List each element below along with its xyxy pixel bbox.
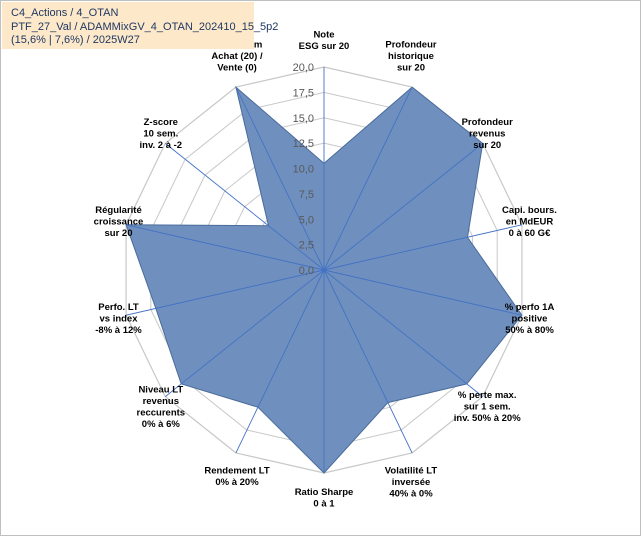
axis-spoke [323, 269, 523, 316]
axis-label-group: % perte max.sur 1 sem.inv. 50% à 20% [454, 390, 521, 424]
axis-spoke [235, 269, 325, 454]
axis-label: Ratio Sharpe [295, 487, 354, 498]
axis-label: % perte max. [458, 390, 517, 401]
tick-labels: 0,0 2,5 5,0 7,5 10,0 12,5 15,0 17,5 20,0 [293, 62, 314, 277]
axis-label: inv. 50% à 20% [454, 413, 521, 424]
portfolio-info-box: C4_Actions / 4_OTAN PTF_27_Val / ADAMMix… [2, 2, 279, 49]
axis-label-group: Rendement LT0% à 20% [204, 465, 269, 488]
axis-label: Rendement LT [204, 465, 269, 476]
axis-label: % perfo 1A [505, 302, 555, 313]
axis-label: sur 20 [397, 63, 425, 74]
axis-spoke [125, 224, 325, 271]
axis-spoke [125, 269, 325, 316]
axis-label: Profondeur [462, 117, 513, 128]
axis-label: Vente (0) [217, 63, 257, 74]
tick-label: 12,5 [293, 138, 314, 150]
axis-spoke [323, 86, 413, 271]
axis-label: 0% à 6% [142, 419, 181, 430]
axis-label: revenus [143, 396, 179, 407]
info-line-2: PTF_27_Val / ADAMMixGV_4_OTAN_202410_15_… [11, 20, 279, 33]
tick-label: 7,5 [299, 189, 314, 201]
axis-label: 0 à 1 [313, 499, 335, 510]
axis-label: vs index [99, 314, 138, 325]
axis-label: positive [512, 314, 548, 325]
axis-label: 0% à 20% [215, 477, 259, 488]
tick-label: 0,0 [299, 265, 314, 277]
axis-label: Niveau LT [138, 384, 183, 395]
axis-spoke [323, 269, 483, 397]
axis-label: en MdEUR [506, 216, 554, 227]
tick-label: 2,5 [299, 240, 314, 252]
axis-label: revenus [469, 129, 505, 140]
axis-spoke [165, 143, 325, 271]
axis-label: 10 sem. [143, 129, 178, 140]
axis-label: Achat (20) / [211, 51, 263, 62]
tick-label: 15,0 [293, 113, 314, 125]
axis-label: Régularité [95, 205, 141, 216]
axis-label: 40% à 0% [389, 488, 433, 499]
axis-label: Volatilité LT [385, 465, 438, 476]
axis-label: 0 à 60 G€ [509, 228, 551, 239]
axis-spoke [323, 269, 413, 454]
axis-label: Note [313, 30, 334, 41]
info-line-3: (15,6% | 7,6%) / 2025W27 [11, 34, 140, 46]
axis-label: sur 20 [473, 140, 501, 151]
axis-label: reccurents [137, 407, 186, 418]
tick-label: 20,0 [293, 62, 314, 74]
axis-label: sur 20 [105, 228, 133, 239]
tick-label: 10,0 [293, 164, 314, 176]
axis-spoke [323, 224, 523, 271]
info-line-1: C4_Actions / 4_OTAN [11, 7, 119, 19]
axis-label: historique [388, 51, 434, 62]
tick-label: 17,5 [293, 87, 314, 99]
spoke-layer [125, 67, 523, 473]
axis-spoke [165, 269, 325, 397]
axis-label: Z-score [144, 117, 178, 128]
axis-label: Perfo. LT [98, 302, 139, 313]
axis-spoke [323, 143, 483, 271]
axis-label: croissance [94, 216, 144, 227]
axis-label: -8% à 12% [95, 325, 142, 336]
axis-label: 50% à 80% [505, 325, 554, 336]
axis-label: inv. 2 à -2 [140, 140, 183, 151]
tick-label: 5,0 [299, 214, 314, 226]
axis-label: inversée [392, 477, 431, 488]
axis-label: Capi. bours. [502, 205, 557, 216]
axis-label: sur 1 sem. [464, 402, 511, 413]
axis-label: ESG sur 20 [299, 41, 350, 52]
axis-label: Profondeur [385, 40, 436, 51]
axis-spoke [235, 86, 325, 271]
